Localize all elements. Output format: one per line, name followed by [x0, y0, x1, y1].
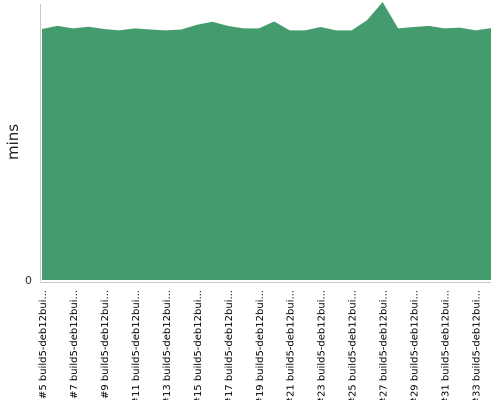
data-point[interactable]	[39, 26, 45, 32]
x-tick-labels: #5 build5-deb12bui... #7 build5-deb12bui.…	[38, 290, 483, 400]
data-point[interactable]	[411, 24, 417, 30]
data-point[interactable]	[101, 26, 107, 32]
x-tick-label: #9 build5-deb12bui...	[100, 290, 111, 399]
data-point[interactable]	[302, 27, 308, 33]
data-point[interactable]	[318, 24, 324, 30]
x-tick-label: #11 build5-deb12bui...	[131, 290, 142, 400]
data-point[interactable]	[147, 27, 153, 33]
data-point[interactable]	[488, 25, 494, 31]
data-point[interactable]	[132, 25, 138, 31]
x-tick-label: #15 build5-deb12bui...	[193, 290, 204, 400]
y-tick-labels: 0	[25, 274, 32, 287]
x-tick-label: #27 build5-deb12bui...	[379, 290, 390, 400]
data-point[interactable]	[395, 25, 401, 31]
x-tick-label: #21 build5-deb12bui...	[286, 290, 297, 400]
x-tick-label: #13 build5-deb12bui...	[162, 290, 173, 400]
y-axis-title: mins	[4, 124, 22, 160]
y-tick-label: 0	[25, 274, 32, 287]
build-duration-area	[42, 2, 491, 280]
x-tick-label: #19 build5-deb12bui...	[255, 290, 266, 400]
data-point[interactable]	[54, 23, 60, 29]
x-tick-label: #5 build5-deb12bui...	[38, 290, 49, 399]
x-tick-label: #7 build5-deb12bui...	[69, 290, 80, 399]
x-tick-label: #29 build5-deb12bui...	[410, 290, 421, 400]
data-point[interactable]	[178, 27, 184, 33]
axis-layer	[40, 4, 491, 283]
data-point[interactable]	[380, 0, 386, 5]
x-tick-label: #23 build5-deb12bui...	[317, 290, 328, 400]
data-point[interactable]	[163, 27, 169, 33]
x-tick-label: #31 build5-deb12bui...	[441, 290, 452, 400]
data-point[interactable]	[85, 24, 91, 30]
data-point[interactable]	[209, 19, 215, 25]
data-point[interactable]	[116, 27, 122, 33]
data-point[interactable]	[442, 25, 448, 31]
data-point[interactable]	[70, 25, 76, 31]
x-tick-label: #33 build5-deb12bui...	[472, 290, 483, 400]
data-point[interactable]	[457, 25, 463, 31]
data-point[interactable]	[194, 22, 200, 28]
data-point[interactable]	[271, 18, 277, 24]
x-tick-label: #17 build5-deb12bui...	[224, 290, 235, 400]
x-tick-label: #25 build5-deb12bui...	[348, 290, 359, 400]
data-point[interactable]	[364, 17, 370, 23]
data-point[interactable]	[333, 27, 339, 33]
data-point[interactable]	[287, 27, 293, 33]
data-point[interactable]	[349, 27, 355, 33]
data-point[interactable]	[240, 25, 246, 31]
data-point[interactable]	[256, 25, 262, 31]
area-series-layer	[42, 2, 491, 280]
data-point[interactable]	[225, 23, 231, 29]
data-point[interactable]	[426, 23, 432, 29]
data-point[interactable]	[473, 27, 479, 33]
